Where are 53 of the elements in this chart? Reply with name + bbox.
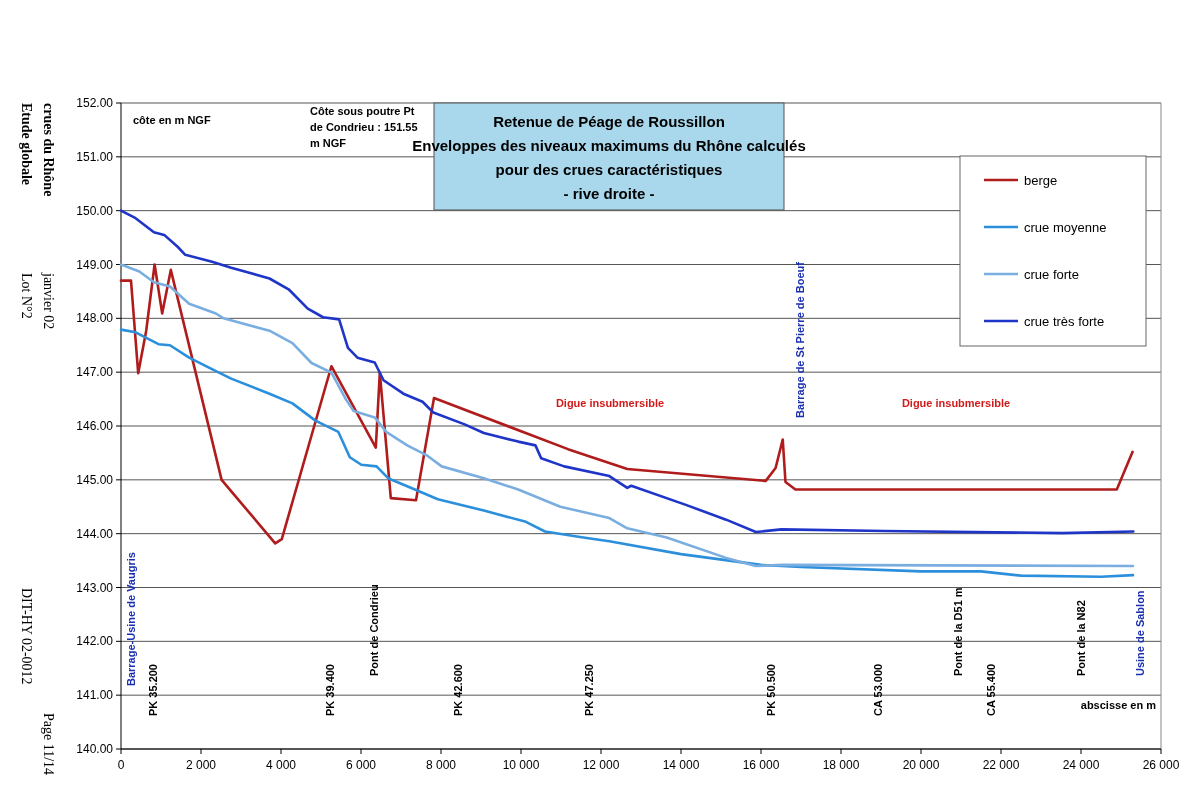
x-tick-label: 24 000	[1062, 758, 1100, 772]
x-tick-label: 14 000	[662, 758, 700, 772]
line-series	[119, 209, 1135, 535]
x-tick-label: 2 000	[185, 758, 217, 772]
x-tick-label: 0	[117, 758, 125, 772]
legend-label: crue très forte	[1024, 314, 1105, 329]
annotation: Digue insubmersible	[555, 397, 665, 409]
y-tick-label: 151.00	[76, 149, 114, 164]
text: Etude globale crues du Rhône	[19, 103, 56, 197]
x-tick-label: 20 000	[902, 758, 940, 772]
y-tick-label: 143.00	[76, 580, 114, 595]
y-tick-label: 148.00	[76, 311, 114, 326]
legend-label: berge	[1024, 173, 1058, 188]
text: DIT-HY 02-0012	[19, 588, 34, 685]
y-tick-label: 145.00	[76, 472, 114, 487]
x-tick-label: 8 000	[425, 758, 457, 772]
y-tick-label: 149.00	[76, 257, 114, 272]
y-tick-label: 141.00	[76, 688, 114, 703]
annotation: Usine de Sablon	[1134, 590, 1146, 676]
annotation: CA 55.400	[985, 663, 997, 716]
x-tick-label: 22 000	[982, 758, 1020, 772]
annotation: Digue insubmersible	[901, 397, 1011, 409]
x-tick-label: 10 000	[502, 758, 540, 772]
y-axis-title: côte en m NGF	[133, 114, 211, 126]
x-tick-label: 18 000	[822, 758, 860, 772]
annotation: PK 42.600	[452, 664, 464, 716]
y-tick-label: 146.00	[76, 419, 114, 433]
annotation: PK 47.250	[583, 664, 595, 716]
text: Page 11/14	[41, 713, 56, 776]
y-tick-label: 142.00	[76, 634, 114, 649]
annotation: PK 50.500	[765, 664, 777, 716]
y-tick-label: 140.00	[76, 742, 114, 756]
y-tick-label: 152.00	[76, 96, 114, 110]
annotation: Pont de Condrieu	[368, 584, 380, 676]
annotation: Pont de la D51 m	[952, 587, 964, 676]
x-tick-label: 6 000	[345, 758, 377, 772]
annotation: CA 53.000	[872, 663, 884, 716]
legend-label: crue moyenne	[1024, 220, 1107, 235]
annotation: Pont de la N82	[1075, 600, 1087, 676]
y-tick-label: 144.00	[76, 526, 114, 541]
annotation: Barrage de St Pierre de Boeuf	[794, 261, 806, 418]
text: Lot N°2 janvier 02	[19, 272, 56, 330]
annotation: PK 35.200	[147, 664, 159, 716]
x-tick-label: 4 000	[265, 758, 297, 772]
annotation: Barrage-Usine de Vaugris	[125, 552, 137, 686]
legend-label: crue forte	[1024, 267, 1079, 282]
x-tick-label: 16 000	[742, 758, 780, 772]
x-axis-title: abscisse en m	[1080, 699, 1157, 711]
annotation: PK 39.400	[324, 664, 336, 716]
x-tick-label: 12 000	[582, 758, 620, 772]
y-tick-label: 150.00	[76, 203, 114, 218]
x-tick-label: 26 000	[1142, 758, 1180, 772]
y-tick-label: 147.00	[76, 365, 114, 380]
